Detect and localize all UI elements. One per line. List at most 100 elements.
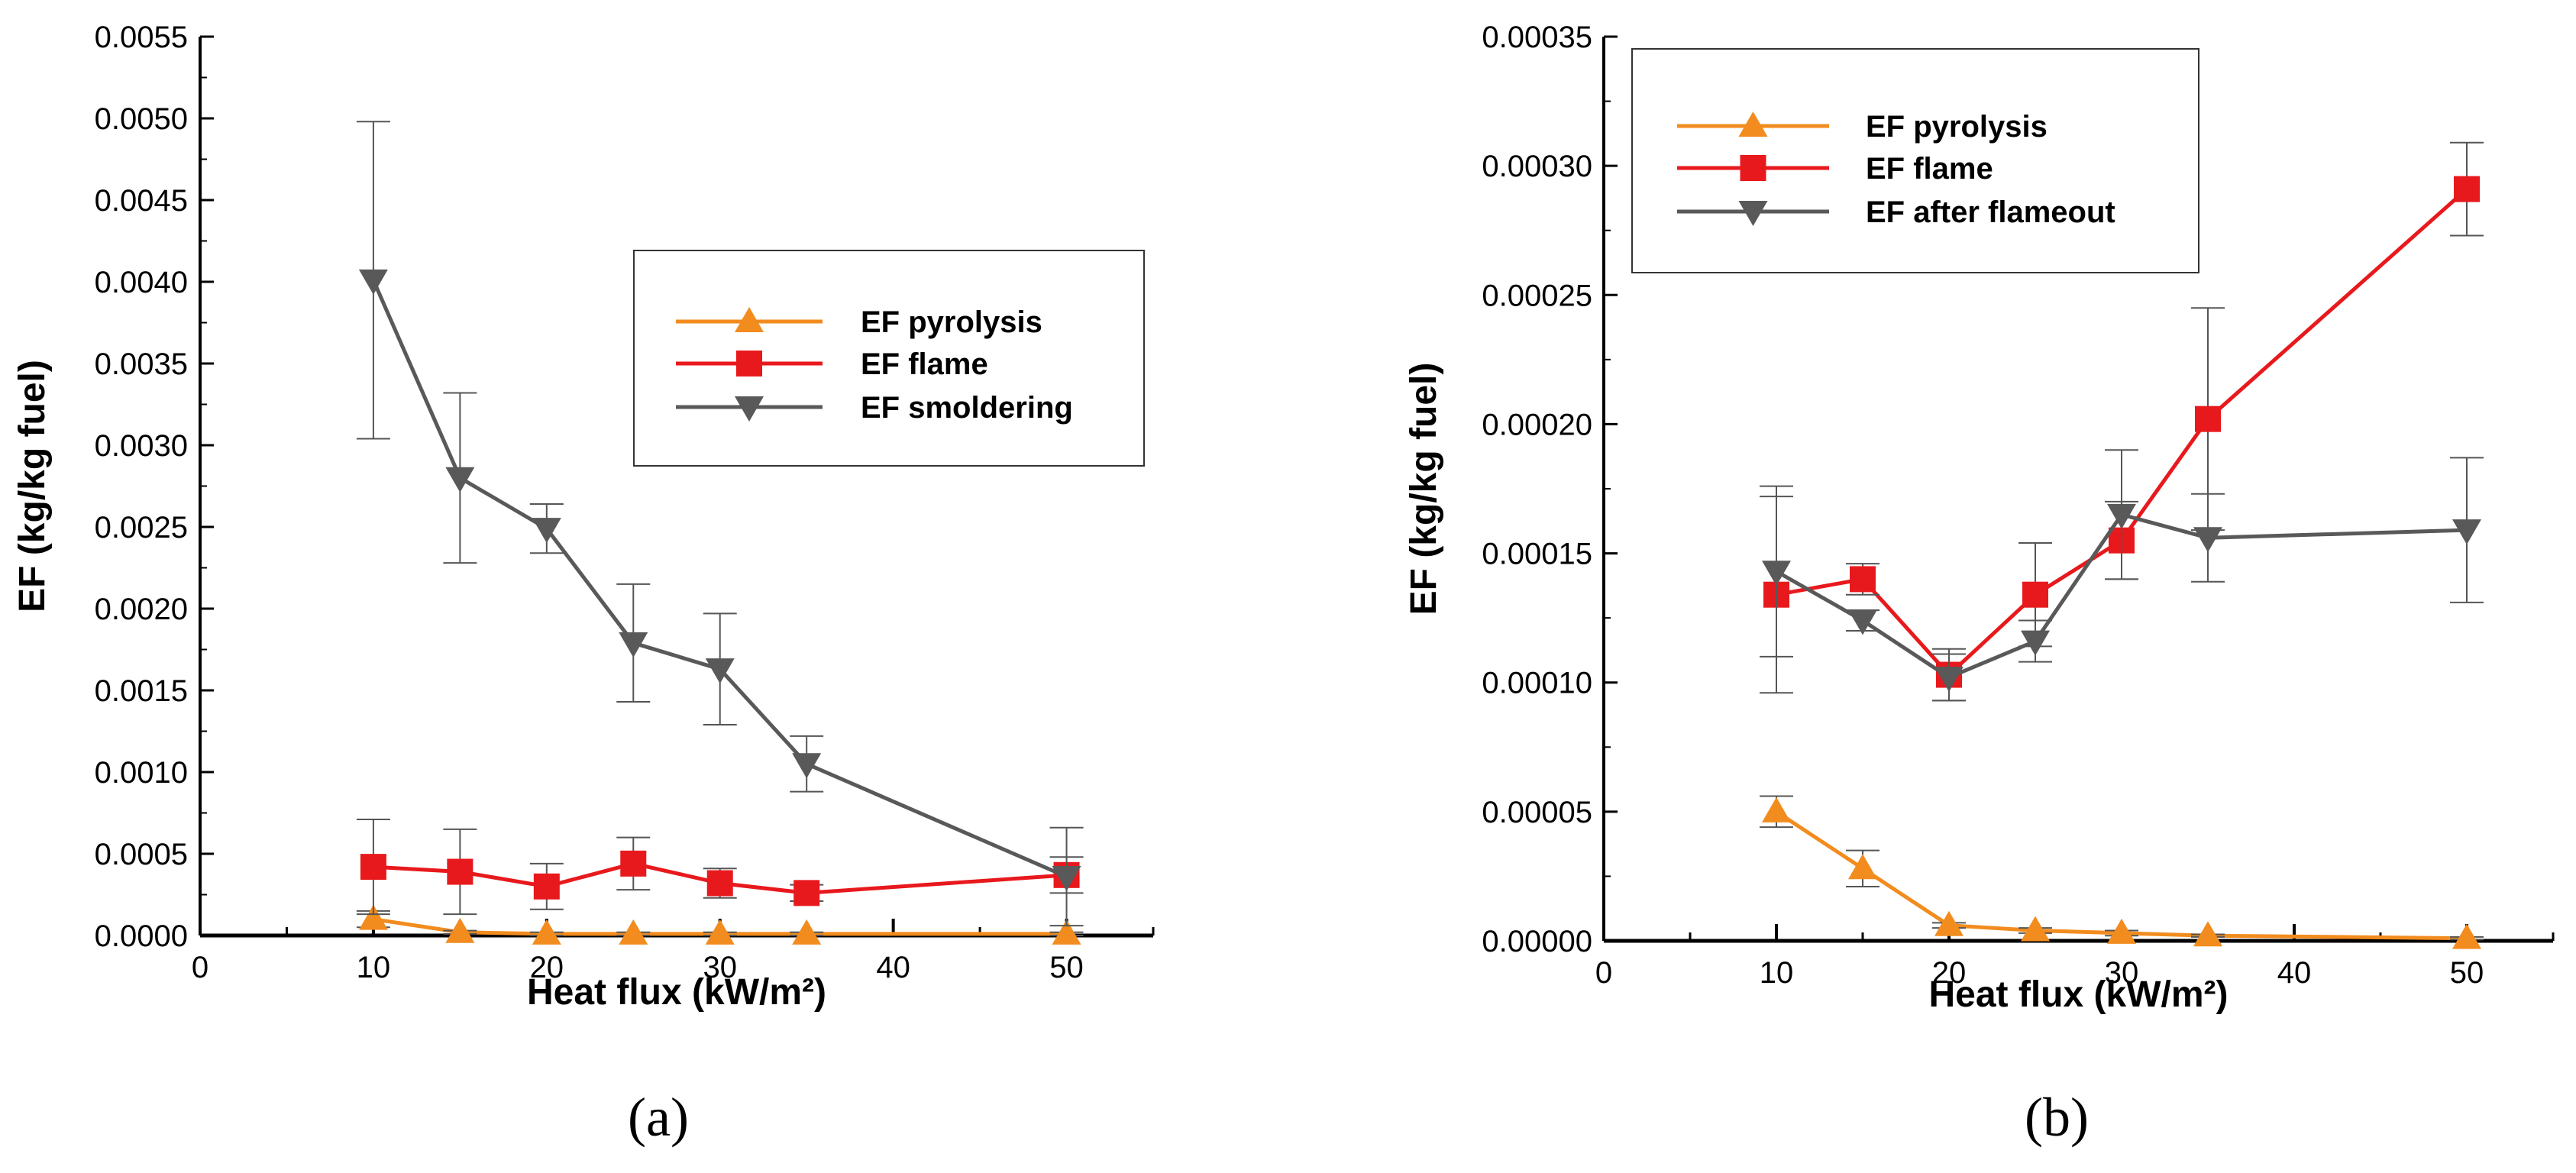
data-point	[532, 518, 561, 544]
legend-label: EF flame	[1866, 152, 1993, 186]
legend: EF pyrolysis EF flame EF smoldering	[633, 250, 1145, 467]
data-point	[792, 753, 822, 779]
series-ef-after-flameout	[1760, 449, 2484, 702]
data-point	[2021, 916, 2050, 942]
data-point	[2452, 519, 2481, 545]
data-point	[445, 467, 475, 493]
y-tick-label: 0.0035	[95, 347, 188, 381]
data-point	[1934, 666, 1964, 692]
x-tick-label: 30	[2105, 956, 2139, 990]
data-point	[358, 269, 388, 295]
y-tick-label: 0.00010	[1482, 667, 1592, 700]
data-point	[2107, 918, 2136, 944]
series-ef-pyrolysis	[356, 904, 1084, 945]
y-tick-label: 0.00030	[1482, 150, 1592, 183]
data-point	[1850, 566, 1876, 593]
legend-marker	[735, 307, 764, 332]
y-tick-label: 0.0020	[95, 593, 188, 626]
series-ef-flame	[356, 819, 1084, 916]
x-tick-label: 40	[876, 951, 910, 984]
data-point	[2452, 923, 2481, 949]
x-tick-label: 10	[357, 951, 391, 984]
data-point	[447, 858, 474, 885]
y-tick-label: 0.0045	[95, 184, 188, 218]
y-tick-label: 0.00020	[1482, 408, 1592, 441]
legend: EF pyrolysis EF flame EF after flameout	[1631, 48, 2199, 273]
data-point	[705, 658, 735, 684]
y-tick-label: 0.0030	[95, 429, 188, 463]
data-point	[2022, 581, 2048, 608]
data-point	[1052, 919, 1081, 945]
x-tick-label: 0	[192, 951, 208, 984]
y-tick-label: 0.00025	[1482, 279, 1592, 312]
data-point	[532, 919, 561, 945]
data-point	[2193, 527, 2222, 553]
data-point	[533, 873, 560, 900]
legend-label: EF after flameout	[1866, 196, 2115, 229]
y-axis-title: EF (kg/kg fuel)	[12, 360, 53, 612]
data-point	[2195, 406, 2221, 432]
x-tick-label: 20	[1932, 956, 1967, 990]
y-tick-label: 0.00005	[1482, 796, 1592, 829]
data-point	[1762, 797, 1791, 822]
data-point	[1052, 865, 1081, 891]
data-point	[1848, 854, 1877, 880]
panel-label: (b)	[2025, 1087, 2089, 1148]
y-tick-label: 0.0005	[95, 838, 188, 871]
data-point	[620, 850, 647, 877]
data-point	[792, 919, 822, 945]
chart-b: 0.00000 0.00005 0.00010 0.00015 0.00020 0.000…	[1404, 21, 2555, 1148]
legend-label: EF pyrolysis	[1866, 110, 2048, 144]
data-point	[2021, 630, 2050, 656]
y-tick-label: 0.0040	[95, 266, 188, 299]
data-point	[793, 880, 820, 906]
y-axis-title: EF (kg/kg fuel)	[1404, 363, 1444, 616]
data-point	[1762, 561, 1791, 586]
x-axis-title: Heat flux (kW/m²)	[1928, 974, 2228, 1015]
data-point	[2454, 176, 2480, 202]
x-tick-label: 0	[1595, 956, 1612, 990]
legend-marker	[736, 351, 762, 376]
chart-a: 0.0000 0.0005 0.0010 0.0015 0.0020 0.0025 0.00…	[12, 21, 1155, 1148]
legend-marker	[1740, 155, 1766, 181]
y-tick-label: 0.00035	[1482, 21, 1592, 54]
legend-box	[1631, 48, 2199, 273]
data-point	[360, 854, 386, 881]
y-tick-label: 0.0050	[95, 102, 188, 136]
legend-label: EF smoldering	[861, 391, 1073, 425]
x-tick-label: 40	[2277, 956, 2312, 990]
data-point	[1934, 910, 1964, 936]
series-ef-smoldering	[356, 121, 1084, 927]
x-axis-title: Heat flux (kW/m²)	[527, 972, 826, 1013]
data-point	[1848, 609, 1877, 635]
y-tick-label: 0.0025	[95, 511, 188, 544]
data-point	[2193, 921, 2222, 947]
legend-marker	[1738, 111, 1768, 137]
data-point	[706, 870, 733, 897]
x-tick-label: 50	[2450, 956, 2484, 990]
legend-label: EF flame	[861, 347, 988, 381]
data-point	[705, 919, 735, 945]
legend-label: EF pyrolysis	[861, 305, 1042, 339]
legend-marker	[735, 396, 764, 422]
x-tick-label: 50	[1049, 951, 1084, 984]
data-point	[2107, 503, 2136, 529]
y-tick-label: 0.00015	[1482, 538, 1592, 571]
data-point	[619, 632, 648, 658]
y-tick-label: 0.0055	[95, 21, 188, 54]
data-point	[358, 904, 388, 930]
legend-box	[633, 250, 1145, 467]
x-tick-label: 20	[530, 951, 564, 984]
y-tick-label: 0.0015	[95, 674, 188, 708]
data-point	[445, 917, 475, 943]
y-tick-label: 0.00000	[1482, 925, 1592, 958]
y-tick-label: 0.0010	[95, 756, 188, 790]
series-ef-pyrolysis	[1760, 795, 2484, 949]
x-tick-label: 30	[703, 951, 737, 984]
y-tick-label: 0.0000	[95, 919, 188, 953]
panel-label: (a)	[628, 1087, 689, 1148]
data-point	[619, 919, 648, 945]
x-tick-label: 10	[1760, 956, 1794, 990]
legend-marker	[1738, 201, 1768, 226]
